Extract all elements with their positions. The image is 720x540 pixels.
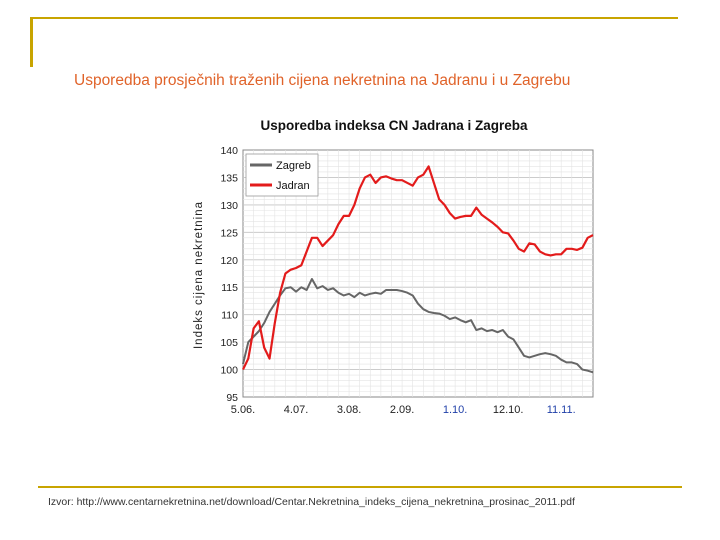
y-tick-label: 120 — [220, 255, 238, 267]
frame-top-line — [30, 17, 678, 19]
y-tick-label: 140 — [220, 145, 238, 157]
source-citation: Izvor: http://www.centarnekretnina.net/d… — [48, 496, 575, 508]
series-line-zagreb — [242, 277, 594, 374]
y-tick-labels: 95 100 105 110 115 120 125 130 135 140 — [220, 145, 238, 404]
legend-box — [245, 153, 319, 197]
legend-label-zagreb: Zagreb — [276, 160, 311, 172]
chart-title: Usporedba indeksa CN Jadrana i Zagreba — [260, 118, 528, 133]
frame-bottom-line — [38, 486, 682, 488]
series-lines — [242, 165, 594, 374]
x-tick-label: 2.09. — [390, 404, 414, 416]
x-tick-labels: 5.06. 4.07. 3.08. 2.09. 1.10. 12.10. 11.11. — [231, 404, 576, 416]
y-tick-label: 100 — [220, 365, 238, 377]
x-tick-label: 4.07. — [284, 404, 308, 416]
x-tick-label: 1.10. — [443, 404, 467, 416]
series-line-jadran — [242, 165, 594, 371]
x-tick-label: 11.11. — [547, 404, 576, 416]
y-tick-label: 135 — [220, 172, 238, 184]
y-tick-label: 95 — [226, 392, 238, 404]
y-tick-label: 105 — [220, 337, 238, 349]
frame-left-line — [30, 17, 33, 67]
legend-label-jadran: Jadran — [276, 180, 310, 192]
x-tick-label: 12.10. — [493, 404, 524, 416]
y-tick-label: 115 — [221, 282, 238, 294]
legend: Zagreb Jadran — [245, 153, 319, 197]
slide-title: Usporedba prosječnih traženih cijena nek… — [74, 72, 571, 89]
y-tick-label: 125 — [220, 227, 238, 239]
y-axis-label: Indeks cijena nekretnina — [193, 201, 205, 349]
price-index-chart: Usporedba indeksa CN Jadrana i Zagreba I… — [193, 118, 594, 416]
y-tick-label: 110 — [221, 310, 238, 322]
grid-lines — [243, 150, 593, 397]
x-tick-label: 3.08. — [337, 404, 361, 416]
y-tick-label: 130 — [220, 200, 238, 212]
x-tick-label: 5.06. — [231, 404, 255, 416]
